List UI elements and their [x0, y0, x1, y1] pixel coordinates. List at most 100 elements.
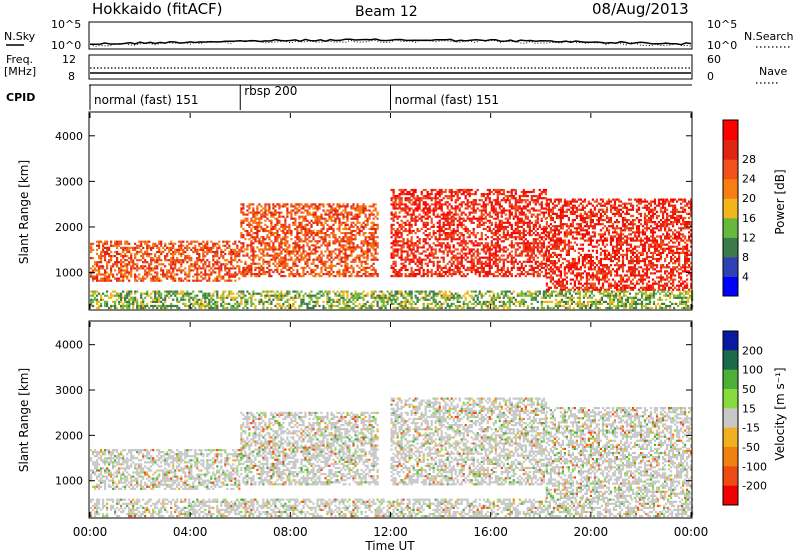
power-cell — [492, 262, 495, 265]
power-cell — [400, 197, 403, 200]
power-cell — [190, 269, 193, 272]
power-cell — [540, 232, 543, 235]
power-cell — [144, 252, 147, 256]
power-cell — [178, 248, 181, 251]
power-cell — [446, 275, 449, 278]
power-cell — [502, 234, 505, 237]
power-cell — [520, 242, 523, 245]
power-cell — [486, 275, 489, 278]
power-cell — [126, 259, 129, 262]
power-cell — [563, 257, 566, 261]
power-cell — [458, 256, 461, 259]
power-cell — [595, 198, 598, 201]
power-cell — [396, 252, 399, 255]
power-cell — [484, 270, 487, 274]
power-cell — [458, 215, 461, 218]
power-cell — [408, 201, 411, 204]
power-cell — [567, 231, 570, 234]
power-cell — [547, 249, 550, 252]
power-cell — [262, 258, 265, 261]
power-cell — [532, 238, 535, 241]
power-cell — [460, 232, 463, 235]
power-cell — [547, 208, 550, 211]
power-cell — [352, 234, 355, 237]
power-cell — [164, 257, 167, 260]
power-cell — [538, 242, 541, 245]
power-cell — [440, 227, 443, 231]
power-cell — [252, 242, 255, 245]
power-cell — [498, 219, 501, 222]
power-cell — [284, 221, 287, 224]
power-cell — [266, 262, 269, 265]
power-cell — [530, 207, 533, 210]
power-cell — [442, 221, 445, 224]
power-cell — [362, 203, 365, 206]
power-cell — [316, 221, 319, 224]
power-cell — [516, 248, 519, 251]
power-cell — [418, 256, 421, 259]
power-cell — [334, 217, 337, 220]
power-cell — [156, 277, 159, 280]
power-cell — [358, 221, 361, 224]
power-cell — [146, 271, 149, 274]
power-cell — [206, 279, 209, 282]
power-cell — [126, 242, 129, 245]
power-cell — [557, 202, 560, 205]
power-cell — [551, 243, 554, 246]
power-cell — [484, 211, 487, 214]
beam-title: Beam 12 — [355, 4, 418, 20]
power-cell — [410, 250, 413, 253]
power-cell — [280, 275, 283, 278]
power-cell — [150, 248, 153, 251]
power-cell — [534, 266, 537, 269]
power-cell — [280, 252, 283, 255]
power-cell — [450, 207, 453, 210]
power-cell — [512, 215, 515, 218]
power-cell — [392, 213, 395, 216]
power-cell — [412, 229, 415, 233]
power-cell — [500, 275, 503, 278]
power-cell — [410, 252, 413, 255]
power-cell — [603, 288, 607, 291]
power-cell — [398, 256, 401, 259]
power-cell — [256, 227, 259, 231]
power-cell — [470, 232, 473, 235]
power-cell — [318, 229, 321, 233]
power-cell — [470, 203, 473, 206]
power-cell — [290, 273, 293, 276]
power-cell — [248, 203, 251, 206]
power-cell — [350, 248, 353, 251]
power-cell — [276, 211, 279, 214]
power-cell — [224, 248, 227, 251]
power-cell — [504, 250, 507, 253]
power-cell — [599, 237, 602, 240]
power-cell — [354, 260, 357, 263]
power-cell — [146, 250, 149, 254]
power-cell — [138, 259, 141, 262]
power-cell — [609, 255, 613, 259]
power-cell — [530, 266, 533, 269]
power-cell — [214, 263, 217, 266]
power-cell — [244, 238, 247, 241]
power-cell — [492, 227, 495, 231]
power-cell — [294, 221, 297, 224]
power-cell — [544, 252, 547, 255]
power-cell — [296, 227, 299, 231]
power-cell — [555, 268, 558, 271]
power-cell — [364, 213, 367, 216]
power-cell — [306, 211, 309, 214]
power-cell — [536, 273, 539, 276]
power-cell — [567, 270, 570, 273]
power-cell — [398, 199, 401, 202]
power-cell — [134, 273, 137, 276]
power-cell — [565, 253, 568, 256]
power-cell — [504, 275, 507, 278]
power-cell — [370, 264, 373, 267]
power-cell — [332, 213, 335, 216]
power-cell — [526, 221, 529, 224]
power-cell — [587, 260, 590, 263]
power-cell — [404, 203, 407, 206]
power-cell — [160, 240, 163, 243]
power-cell — [236, 244, 239, 247]
power-cell — [444, 238, 447, 241]
